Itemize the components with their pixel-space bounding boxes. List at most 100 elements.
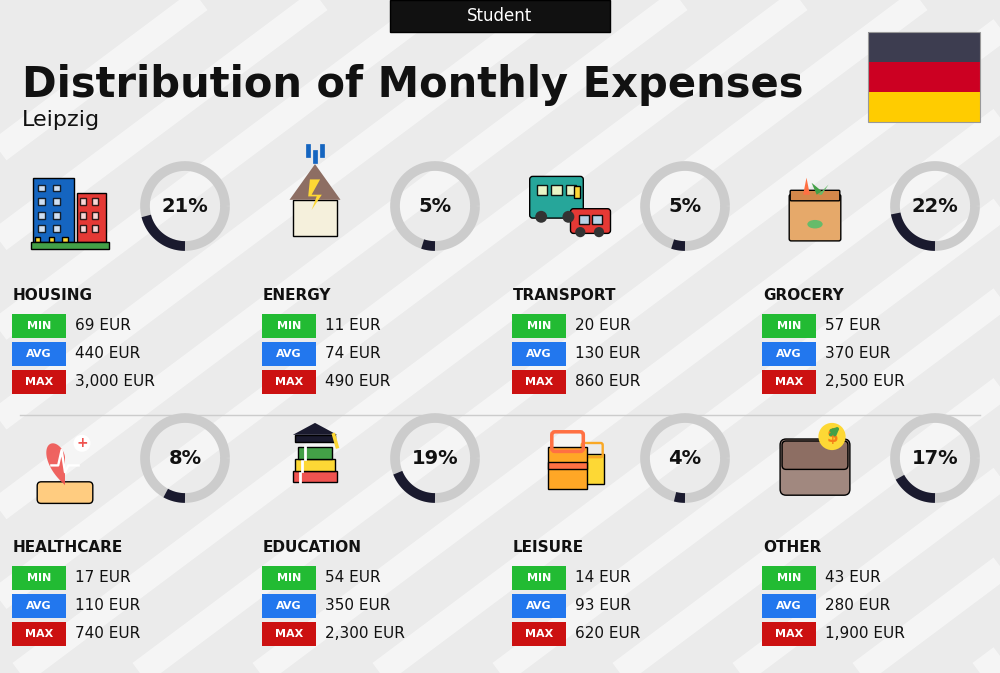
FancyBboxPatch shape <box>262 342 316 366</box>
Polygon shape <box>290 164 340 200</box>
Text: ENERGY: ENERGY <box>263 287 332 302</box>
Text: 20 EUR: 20 EUR <box>575 318 631 334</box>
Text: MAX: MAX <box>775 629 803 639</box>
FancyBboxPatch shape <box>512 342 566 366</box>
FancyBboxPatch shape <box>31 242 109 249</box>
FancyBboxPatch shape <box>789 194 841 241</box>
FancyBboxPatch shape <box>782 441 848 469</box>
Text: 74 EUR: 74 EUR <box>325 347 381 361</box>
Text: MIN: MIN <box>277 573 301 583</box>
FancyBboxPatch shape <box>12 342 66 366</box>
FancyBboxPatch shape <box>12 566 66 590</box>
FancyBboxPatch shape <box>80 212 86 219</box>
Text: AVG: AVG <box>276 601 302 611</box>
Text: MIN: MIN <box>527 321 551 331</box>
FancyBboxPatch shape <box>790 190 840 201</box>
FancyBboxPatch shape <box>77 193 106 242</box>
Circle shape <box>74 435 90 452</box>
Text: 5%: 5% <box>668 197 702 215</box>
Text: GROCERY: GROCERY <box>763 287 844 302</box>
Text: 19%: 19% <box>412 448 458 468</box>
FancyBboxPatch shape <box>35 237 40 242</box>
FancyBboxPatch shape <box>262 594 316 618</box>
FancyBboxPatch shape <box>512 314 566 338</box>
Text: AVG: AVG <box>776 349 802 359</box>
Text: MAX: MAX <box>275 629 303 639</box>
Text: Leipzig: Leipzig <box>22 110 100 130</box>
FancyBboxPatch shape <box>512 622 566 646</box>
FancyBboxPatch shape <box>762 566 816 590</box>
Text: 860 EUR: 860 EUR <box>575 374 640 390</box>
Text: MIN: MIN <box>27 573 51 583</box>
Text: 22%: 22% <box>912 197 958 215</box>
FancyBboxPatch shape <box>92 212 98 219</box>
Text: +: + <box>76 436 88 450</box>
FancyBboxPatch shape <box>53 184 60 191</box>
Text: 14 EUR: 14 EUR <box>575 571 631 586</box>
Text: Distribution of Monthly Expenses: Distribution of Monthly Expenses <box>22 64 804 106</box>
Text: MAX: MAX <box>275 377 303 387</box>
FancyBboxPatch shape <box>80 225 86 232</box>
Text: TRANSPORT: TRANSPORT <box>513 287 616 302</box>
Circle shape <box>535 211 547 223</box>
Text: 350 EUR: 350 EUR <box>325 598 390 614</box>
FancyBboxPatch shape <box>12 622 66 646</box>
FancyBboxPatch shape <box>12 370 66 394</box>
Text: $: $ <box>826 427 838 446</box>
FancyBboxPatch shape <box>80 198 86 205</box>
FancyBboxPatch shape <box>262 566 316 590</box>
FancyBboxPatch shape <box>38 184 45 191</box>
Text: 110 EUR: 110 EUR <box>75 598 140 614</box>
Ellipse shape <box>807 220 823 228</box>
Text: 280 EUR: 280 EUR <box>825 598 890 614</box>
FancyBboxPatch shape <box>53 225 60 232</box>
Text: MIN: MIN <box>777 321 801 331</box>
FancyBboxPatch shape <box>868 32 980 62</box>
Text: 3,000 EUR: 3,000 EUR <box>75 374 155 390</box>
FancyBboxPatch shape <box>551 184 562 194</box>
Polygon shape <box>46 444 65 486</box>
Circle shape <box>594 227 604 237</box>
FancyBboxPatch shape <box>548 447 587 489</box>
FancyBboxPatch shape <box>574 186 580 198</box>
Text: Student: Student <box>467 7 533 25</box>
FancyBboxPatch shape <box>92 198 98 205</box>
Text: 21%: 21% <box>162 197 208 215</box>
FancyBboxPatch shape <box>762 342 816 366</box>
FancyBboxPatch shape <box>37 482 93 503</box>
FancyBboxPatch shape <box>762 594 816 618</box>
Text: AVG: AVG <box>276 349 302 359</box>
Text: 93 EUR: 93 EUR <box>575 598 631 614</box>
Text: MIN: MIN <box>27 321 51 331</box>
FancyBboxPatch shape <box>762 314 816 338</box>
Text: 4%: 4% <box>668 448 702 468</box>
Text: 17%: 17% <box>912 448 958 468</box>
FancyBboxPatch shape <box>38 225 45 232</box>
Text: 490 EUR: 490 EUR <box>325 374 390 390</box>
FancyBboxPatch shape <box>38 212 45 219</box>
Text: 69 EUR: 69 EUR <box>75 318 131 334</box>
FancyBboxPatch shape <box>92 225 98 232</box>
FancyBboxPatch shape <box>262 622 316 646</box>
FancyBboxPatch shape <box>780 439 850 495</box>
Text: 1,900 EUR: 1,900 EUR <box>825 627 905 641</box>
FancyBboxPatch shape <box>580 454 604 484</box>
Polygon shape <box>293 423 337 435</box>
Text: AVG: AVG <box>526 601 552 611</box>
FancyBboxPatch shape <box>530 176 583 218</box>
Text: AVG: AVG <box>26 601 52 611</box>
Text: 370 EUR: 370 EUR <box>825 347 890 361</box>
Text: MIN: MIN <box>277 321 301 331</box>
FancyBboxPatch shape <box>592 215 602 223</box>
Text: 57 EUR: 57 EUR <box>825 318 881 334</box>
Text: HEALTHCARE: HEALTHCARE <box>13 540 123 555</box>
Polygon shape <box>812 183 822 194</box>
Text: AVG: AVG <box>776 601 802 611</box>
FancyBboxPatch shape <box>293 470 337 483</box>
FancyBboxPatch shape <box>868 62 980 92</box>
FancyBboxPatch shape <box>295 435 335 441</box>
Text: MAX: MAX <box>25 629 53 639</box>
Polygon shape <box>818 184 829 194</box>
Text: 130 EUR: 130 EUR <box>575 347 640 361</box>
FancyBboxPatch shape <box>868 92 980 122</box>
